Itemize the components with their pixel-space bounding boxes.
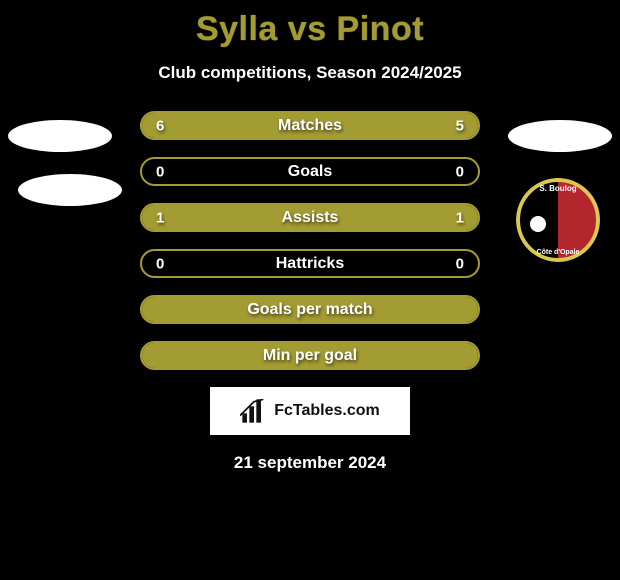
stat-value-right: 1 (456, 209, 464, 226)
player-left-badge-1 (8, 120, 112, 152)
player-right-badge-1 (508, 120, 612, 152)
stat-row: 0 0 Hattricks (140, 249, 480, 278)
stat-value-left: 6 (156, 117, 164, 134)
crest-ball-icon (530, 216, 546, 232)
stat-row: Min per goal (140, 341, 480, 370)
stat-label: Goals (288, 163, 332, 181)
stat-row: Goals per match (140, 295, 480, 324)
stat-label: Hattricks (276, 255, 344, 273)
date-text: 21 september 2024 (0, 453, 620, 473)
crest-bottom-text: Côte d'Opale (516, 249, 600, 256)
stat-value-right: 0 (456, 255, 464, 272)
player-left-badge-2 (18, 174, 122, 206)
stat-label: Min per goal (263, 347, 357, 365)
page-subtitle: Club competitions, Season 2024/2025 (0, 63, 620, 83)
stat-label: Goals per match (247, 301, 372, 319)
club-crest-right: S. Boulog Côte d'Opale (516, 178, 600, 262)
comparison-infographic: Sylla vs Pinot Club competitions, Season… (0, 0, 620, 580)
stat-value-right: 0 (456, 163, 464, 180)
stat-value-left: 1 (156, 209, 164, 226)
bar-chart-icon (240, 399, 268, 423)
stat-value-right: 5 (456, 117, 464, 134)
stat-value-left: 0 (156, 163, 164, 180)
stat-row: 1 1 Assists (140, 203, 480, 232)
watermark: FcTables.com (210, 387, 410, 435)
stat-row: 6 5 Matches (140, 111, 480, 140)
crest-top-text: S. Boulog (516, 184, 600, 193)
page-title: Sylla vs Pinot (0, 0, 620, 49)
stat-row: 0 0 Goals (140, 157, 480, 186)
stat-label: Matches (278, 117, 342, 135)
watermark-text: FcTables.com (274, 402, 380, 420)
stat-label: Assists (282, 209, 339, 227)
stat-value-left: 0 (156, 255, 164, 272)
